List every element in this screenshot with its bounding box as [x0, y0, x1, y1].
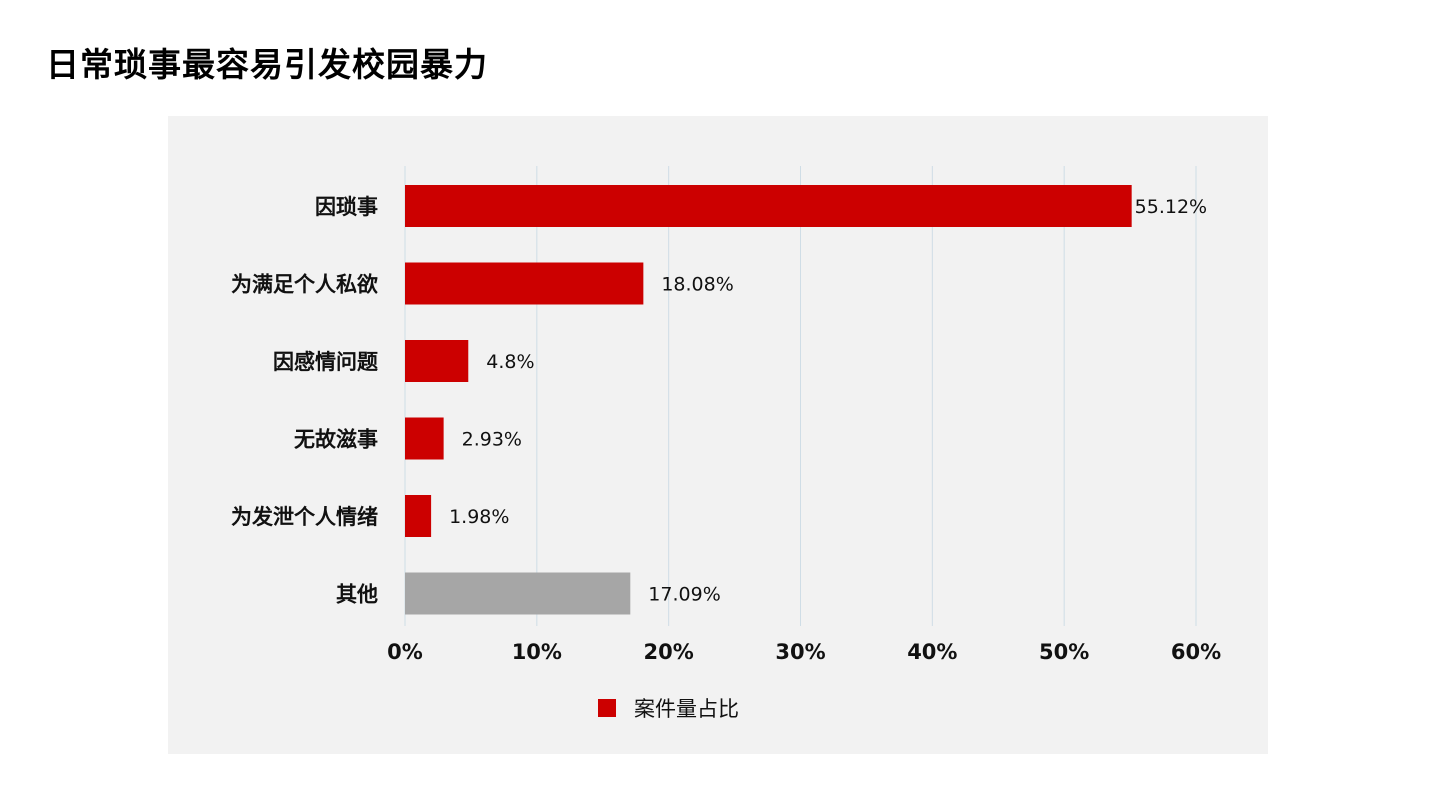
value-label: 17.09%	[648, 584, 720, 606]
category-label: 为发泄个人情绪	[231, 505, 378, 529]
legend-label: 案件量占比	[634, 697, 739, 721]
bar	[405, 495, 432, 537]
x-tick-label: 40%	[907, 640, 957, 664]
chart-panel: 因琐事 55.12% 为满足个人私欲 18.08% 因感情问题 4.8% 无故滋事 2.93%…	[168, 116, 1268, 754]
x-tick-label: 50%	[1039, 640, 1089, 664]
value-label: 18.08%	[661, 274, 733, 296]
category-label: 无故滋事	[294, 428, 378, 452]
bar	[405, 185, 1132, 227]
bar	[405, 417, 444, 460]
bar	[405, 340, 469, 382]
legend-swatch	[598, 699, 616, 717]
category-label: 因琐事	[315, 195, 378, 219]
category-label: 其他	[336, 583, 378, 607]
value-label: 2.93%	[462, 429, 522, 451]
value-label: 4.8%	[486, 351, 534, 373]
x-tick-label: 0%	[387, 640, 423, 664]
x-tick-label: 30%	[775, 640, 825, 664]
value-label: 1.98%	[449, 506, 509, 528]
bar	[405, 572, 631, 615]
bar	[405, 262, 644, 305]
page-title: 日常琐事最容易引发校园暴力	[46, 45, 488, 84]
x-tick-label: 20%	[644, 640, 694, 664]
category-label: 为满足个人私欲	[231, 273, 378, 297]
bar-chart: 因琐事 55.12% 为满足个人私欲 18.08% 因感情问题 4.8% 无故滋事 2.93%…	[231, 166, 1221, 721]
category-label: 因感情问题	[273, 350, 379, 374]
x-tick-label: 10%	[512, 640, 562, 664]
value-label: 55.12%	[1135, 196, 1207, 218]
x-tick-label: 60%	[1171, 640, 1221, 664]
